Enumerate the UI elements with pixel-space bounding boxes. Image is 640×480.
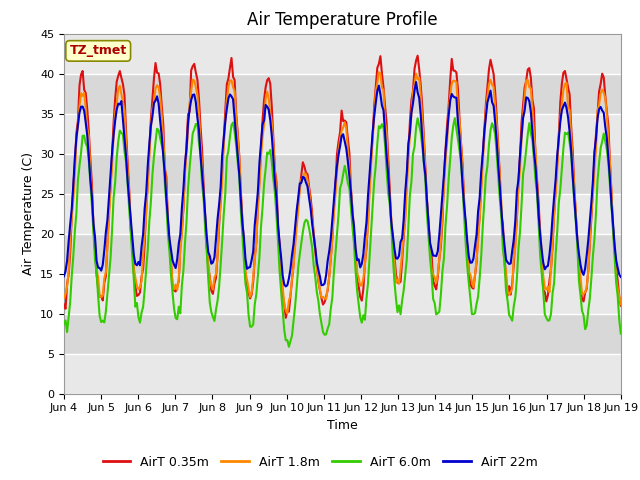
AirT 0.35m	[305, 184, 313, 190]
Bar	[64, 114, 621, 154]
AirT 1.8m	[244, 286, 252, 291]
AirT 1.8m	[129, 243, 136, 249]
AirT 22m	[129, 234, 136, 240]
AirT 0.35m	[244, 290, 252, 296]
Bar	[64, 193, 621, 234]
Line: AirT 0.35m: AirT 0.35m	[64, 56, 621, 318]
Bar	[64, 274, 621, 313]
X-axis label: Time: Time	[327, 419, 358, 432]
AirT 22m	[305, 195, 313, 201]
AirT 6.0m	[285, 344, 292, 349]
Bar	[64, 313, 621, 354]
AirT 0.35m	[617, 303, 625, 309]
AirT 22m	[60, 273, 68, 279]
AirT 0.35m	[129, 241, 136, 247]
AirT 6.0m	[254, 273, 262, 279]
AirT 22m	[244, 264, 252, 270]
AirT 6.0m	[589, 253, 596, 259]
AirT 6.0m	[129, 252, 136, 258]
Bar	[64, 73, 621, 114]
AirT 0.35m	[589, 185, 596, 191]
Bar	[64, 234, 621, 274]
AirT 6.0m	[226, 133, 234, 139]
AirT 1.8m	[305, 186, 313, 192]
AirT 22m	[282, 284, 290, 289]
AirT 0.35m	[414, 53, 422, 59]
AirT 1.8m	[375, 69, 383, 75]
AirT 0.35m	[282, 315, 290, 321]
Bar	[64, 154, 621, 193]
AirT 6.0m	[617, 331, 625, 336]
AirT 6.0m	[60, 321, 68, 327]
AirT 1.8m	[617, 301, 625, 307]
AirT 0.35m	[60, 302, 68, 308]
AirT 6.0m	[451, 115, 459, 121]
AirT 22m	[226, 92, 234, 97]
AirT 1.8m	[284, 311, 291, 316]
Text: TZ_tmet: TZ_tmet	[70, 44, 127, 58]
AirT 22m	[412, 79, 420, 85]
AirT 1.8m	[60, 295, 68, 301]
AirT 0.35m	[226, 65, 234, 71]
AirT 1.8m	[254, 207, 262, 213]
AirT 1.8m	[589, 192, 596, 198]
AirT 22m	[589, 179, 596, 184]
AirT 22m	[617, 274, 625, 280]
AirT 0.35m	[254, 202, 262, 207]
AirT 6.0m	[244, 312, 252, 318]
Bar	[64, 34, 621, 73]
Line: AirT 6.0m: AirT 6.0m	[64, 118, 621, 347]
Bar	[64, 354, 621, 394]
Y-axis label: Air Temperature (C): Air Temperature (C)	[22, 152, 35, 275]
Title: Air Temperature Profile: Air Temperature Profile	[247, 11, 438, 29]
AirT 22m	[254, 189, 262, 194]
Legend: AirT 0.35m, AirT 1.8m, AirT 6.0m, AirT 22m: AirT 0.35m, AirT 1.8m, AirT 6.0m, AirT 2…	[97, 451, 543, 474]
Line: AirT 1.8m: AirT 1.8m	[64, 72, 621, 313]
AirT 1.8m	[226, 78, 234, 84]
Line: AirT 22m: AirT 22m	[64, 82, 621, 287]
AirT 6.0m	[305, 225, 313, 231]
